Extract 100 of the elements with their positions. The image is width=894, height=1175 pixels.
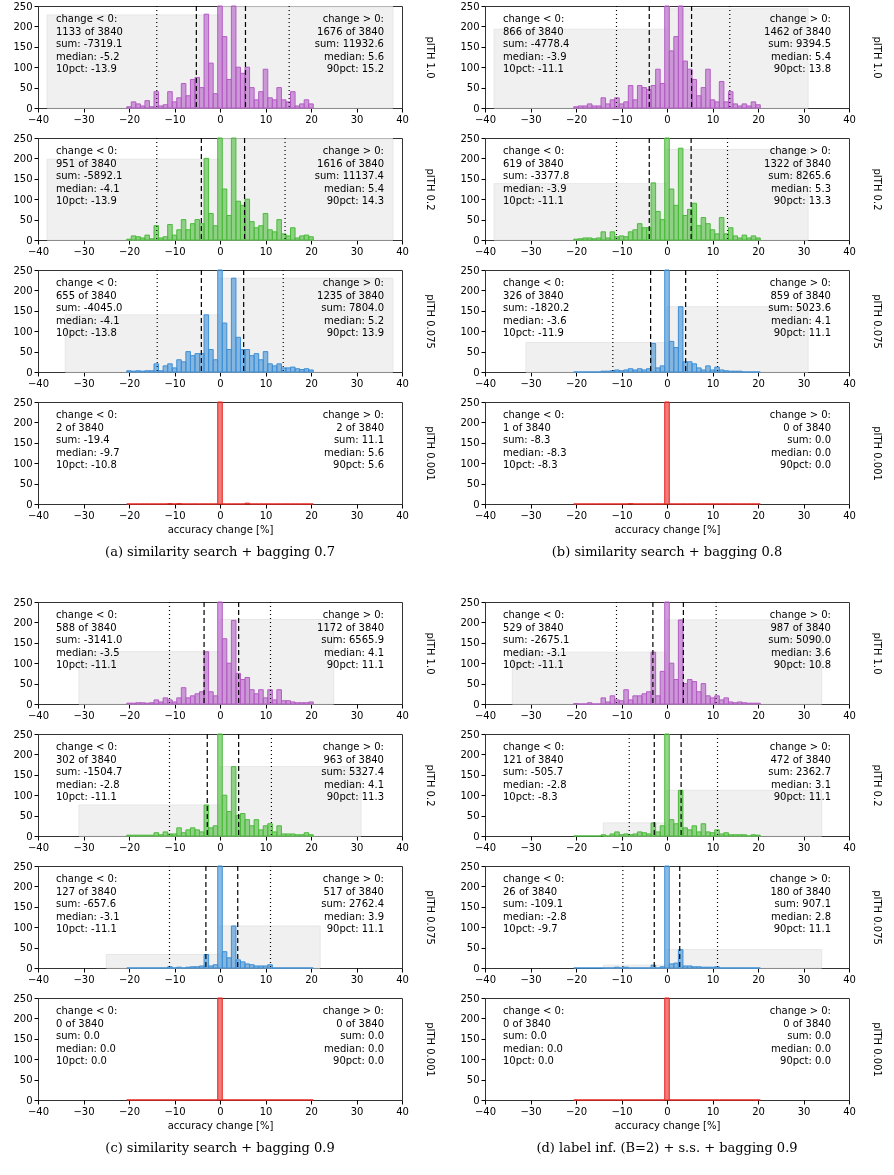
- x-tick-label: −20: [565, 509, 588, 521]
- annotation: change < 0: 1133 of 3840 sum: -7319.1 median: -5.2 10pct: -13.9: [56, 13, 123, 74]
- y-tick-label: 200: [460, 20, 480, 32]
- x-tick-label: −40: [27, 509, 50, 521]
- annotation: change > 0: 0 of 3840 sum: 0.0 median: 0.0 90pct: 0.0: [322, 1005, 384, 1066]
- y-tick-label: 50: [466, 1074, 480, 1086]
- y-tick-label: 0: [473, 1094, 480, 1106]
- x-tick-label: −20: [118, 841, 141, 853]
- y-tick-label: 150: [460, 769, 480, 781]
- y-tick-label: 100: [13, 325, 33, 337]
- x-tick-label: 20: [305, 973, 318, 985]
- x-tick-label: −20: [565, 245, 588, 257]
- x-tick-label: −30: [73, 245, 95, 257]
- annotation: change > 0: 1235 of 3840 sum: 7804.0 median: 5.2 90pct: 13.9: [317, 277, 384, 338]
- annotation: change < 0: 1 of 3840 sum: -8.3 median: -8.3 10pct: -8.3: [503, 409, 567, 470]
- x-tick-label: 30: [350, 841, 364, 853]
- annotation: change > 0: 1462 of 3840 sum: 9394.5 median: 5.4 90pct: 13.8: [764, 13, 831, 74]
- y-tick-label: 200: [460, 880, 480, 892]
- x-tick-label: −10: [164, 1105, 186, 1117]
- x-axis-title: accuracy change [%]: [614, 523, 721, 535]
- x-tick-label: −20: [118, 1105, 141, 1117]
- y-axis-title: pITH 0.2: [424, 764, 436, 807]
- x-tick-label: 20: [305, 377, 318, 389]
- x-tick-label: −30: [520, 841, 542, 853]
- x-tick-label: 30: [350, 245, 364, 257]
- y-tick-label: 50: [19, 346, 33, 358]
- y-tick-label: 0: [473, 830, 480, 842]
- x-tick-label: −30: [73, 1105, 95, 1117]
- x-tick-label: −20: [118, 509, 141, 521]
- text: (a) similarity search + bagging 0.7: [105, 544, 335, 559]
- x-tick-label: 0: [217, 509, 224, 521]
- x-tick-label: 10: [706, 509, 720, 521]
- x-tick-label: 10: [259, 377, 273, 389]
- x-tick-label: 0: [664, 113, 671, 125]
- y-tick-label: 200: [13, 152, 33, 164]
- text: (b) similarity search + bagging 0.8: [551, 544, 783, 559]
- x-tick-label: 20: [305, 1105, 318, 1117]
- x-tick-label: −10: [611, 841, 633, 853]
- x-tick-label: −20: [118, 245, 141, 257]
- x-tick-label: 0: [217, 973, 224, 985]
- y-axis-title: pITH 0.075: [871, 294, 883, 349]
- x-tick-label: 40: [843, 841, 856, 853]
- x-tick-label: −20: [565, 841, 588, 853]
- y-tick-label: 150: [13, 305, 33, 317]
- x-tick-label: 10: [706, 973, 720, 985]
- y-tick-label: 200: [13, 284, 33, 296]
- x-tick-label: −30: [73, 509, 95, 521]
- y-axis-title: pITH 0.001: [871, 426, 883, 481]
- x-tick-label: 20: [752, 245, 765, 257]
- x-tick-label: −10: [611, 973, 633, 985]
- x-tick-label: −20: [118, 113, 141, 125]
- x-tick-label: −30: [520, 973, 542, 985]
- y-tick-label: 250: [13, 132, 33, 144]
- y-tick-label: 150: [460, 901, 480, 913]
- annotation: change < 0: 588 of 3840 sum: -3141.0 median: -3.5 10pct: -11.1: [56, 609, 123, 670]
- x-tick-label: 20: [752, 377, 765, 389]
- x-tick-label: 0: [664, 245, 671, 257]
- x-tick-label: 10: [259, 113, 273, 125]
- x-tick-label: −40: [27, 113, 50, 125]
- y-axis-title: pITH 0.2: [424, 168, 436, 211]
- annotation: change < 0: 655 of 3840 sum: -4045.0 median: -4.1 10pct: -13.8: [56, 277, 123, 338]
- y-tick-label: 150: [13, 41, 33, 53]
- y-tick-label: 50: [19, 82, 33, 94]
- annotation: change > 0: 1676 of 3840 sum: 11932.6 median: 5.6 90pct: 15.2: [314, 13, 384, 74]
- y-axis-title: pITH 0.001: [424, 426, 436, 481]
- y-tick-label: 100: [460, 61, 480, 73]
- annotation: change < 0: 529 of 3840 sum: -2675.1 median: -3.1 10pct: -11.1: [503, 609, 570, 670]
- y-tick-label: 50: [19, 678, 33, 690]
- x-tick-label: −40: [474, 709, 497, 721]
- y-tick-label: 0: [26, 1094, 33, 1106]
- annotation: change > 0: 472 of 3840 sum: 2362.7 median: 3.1 90pct: 11.1: [768, 741, 831, 802]
- y-tick-label: 250: [460, 728, 480, 740]
- x-tick-label: −40: [474, 841, 497, 853]
- y-tick-label: 150: [13, 437, 33, 449]
- y-axis-title: pITH 0.075: [871, 890, 883, 945]
- y-tick-label: 150: [460, 41, 480, 53]
- x-tick-label: 20: [752, 973, 765, 985]
- y-tick-label: 50: [466, 942, 480, 954]
- x-tick-label: 30: [350, 377, 364, 389]
- y-tick-label: 100: [460, 1053, 480, 1065]
- x-tick-label: 40: [396, 245, 409, 257]
- y-tick-label: 150: [460, 173, 480, 185]
- y-axis-title: pITH 0.2: [871, 764, 883, 807]
- y-tick-label: 0: [473, 234, 480, 246]
- y-tick-label: 250: [460, 0, 480, 12]
- x-tick-label: −10: [164, 377, 186, 389]
- y-tick-label: 50: [19, 478, 33, 490]
- y-tick-label: 100: [13, 789, 33, 801]
- y-tick-label: 200: [13, 1012, 33, 1024]
- y-tick-label: 50: [466, 214, 480, 226]
- y-tick-label: 100: [460, 457, 480, 469]
- x-tick-label: −10: [164, 509, 186, 521]
- x-tick-label: −40: [27, 709, 50, 721]
- x-tick-label: 40: [843, 509, 856, 521]
- x-tick-label: −30: [73, 113, 95, 125]
- y-tick-label: 250: [13, 264, 33, 276]
- x-axis-title: accuracy change [%]: [167, 523, 274, 535]
- x-tick-label: 40: [396, 709, 409, 721]
- annotation: change > 0: 180 of 3840 sum: 907.1 median: 2.8 90pct: 11.1: [769, 873, 831, 934]
- annotation: change > 0: 517 of 3840 sum: 2762.4 median: 3.9 90pct: 11.1: [321, 873, 384, 934]
